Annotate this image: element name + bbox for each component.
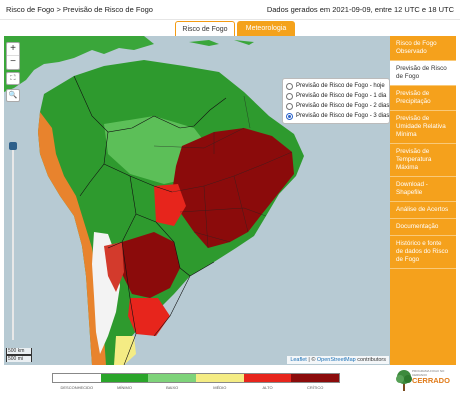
caribbean-islands	[189, 40, 254, 46]
logo-tagline: PROGRAMA FOGO NO CERRADO	[412, 369, 445, 377]
radio-button[interactable]	[286, 92, 293, 100]
search-icon[interactable]: 🔍	[6, 89, 20, 102]
central-america-land	[4, 36, 154, 92]
medium-risk-area	[114, 336, 136, 365]
legend-label: MÉDIO	[213, 385, 227, 390]
forecast-option-label: Previsão de Risco de Fogo - 1 dia	[296, 93, 387, 99]
tab-risco-de-fogo[interactable]: Risco de Fogo	[175, 21, 235, 36]
legend-critico: CRÍTICO	[291, 374, 340, 390]
tab-meteorologia[interactable]: Meteorologia	[237, 21, 295, 36]
opacity-slider[interactable]	[12, 150, 14, 340]
sidebar-item-previsao-risco[interactable]: Previsão de Risco de Fogo	[390, 61, 456, 86]
high-risk-area-southwest	[104, 242, 124, 292]
critical-zone-west	[122, 232, 180, 298]
fire-risk-map[interactable]: Previsão de Risco de Fogo - hoje Previsã…	[4, 36, 390, 365]
sidebar-item-precipitacao[interactable]: Previsão de Precipitação	[390, 86, 456, 111]
legend-label: BAIXO	[166, 385, 179, 390]
tree-icon	[396, 370, 412, 391]
country-borders	[73, 75, 227, 365]
sidebar-item-temperatura[interactable]: Previsão de Temperatura Máxima	[390, 144, 456, 177]
high-risk-area-south	[128, 298, 170, 336]
map-attribution: Leaflet | © OpenStreetMap contributors	[287, 356, 389, 364]
top-bar: Risco de Fogo > Previsão de Risco de Fog…	[0, 0, 460, 20]
legend-minimo: MÍNIMO	[100, 374, 149, 390]
sidebar-item-download[interactable]: Download - Shapefile	[390, 177, 456, 202]
legend-alto: ALTO	[243, 374, 292, 390]
high-risk-area	[154, 184, 186, 226]
andes-band	[38, 112, 106, 365]
legend-label: MÍNIMO	[117, 385, 132, 390]
critical-zone	[172, 128, 294, 248]
opacity-slider-handle[interactable]	[9, 142, 17, 150]
state-borders	[153, 95, 293, 249]
forecast-selector: Previsão de Risco de Fogo - hoje Previsã…	[282, 78, 390, 124]
legend-medio: MÉDIO	[196, 374, 244, 390]
forecast-option-hoje[interactable]: Previsão de Risco de Fogo - hoje	[286, 81, 386, 91]
legend-baixo: BAIXO	[148, 374, 197, 390]
sidebar-item-historico[interactable]: Histórico e fonte de dados do Risco de F…	[390, 236, 456, 269]
cerrado-logo: PROGRAMA FOGO NO CERRADO CERRADO	[396, 364, 456, 396]
sidebar-item-risco-observado[interactable]: Risco de Fogo Observado	[390, 36, 456, 61]
radio-button-selected[interactable]	[286, 112, 293, 120]
radio-button[interactable]	[286, 102, 293, 110]
sidebar-item-documentacao[interactable]: Documentação	[390, 219, 456, 236]
attribution-separator: | ©	[306, 357, 317, 363]
leaflet-link[interactable]: Leaflet	[290, 357, 307, 363]
sidebar-item-umidade[interactable]: Previsão de Umidade Relativa Mínima	[390, 111, 456, 144]
sidebar-item-acertos[interactable]: Análise de Acertos	[390, 202, 456, 219]
legend-desconhecido: DESCONHECIDO	[53, 374, 101, 390]
map-canvas	[4, 36, 304, 365]
radio-button[interactable]	[286, 82, 293, 90]
forecast-option-2-dias[interactable]: Previsão de Risco de Fogo - 2 dias	[286, 101, 390, 111]
logo-name: CERRADO	[412, 376, 450, 385]
attribution-suffix: contributors	[355, 357, 386, 363]
forecast-option-label: Previsão de Risco de Fogo - 3 dias	[296, 113, 390, 119]
map-scale: 500 km 500 mi	[6, 348, 32, 362]
osm-link[interactable]: OpenStreetMap	[316, 357, 356, 363]
legend-label: CRÍTICO	[306, 385, 324, 390]
scale-mi: 500 mi	[6, 355, 32, 362]
fullscreen-icon[interactable]: ⛶	[6, 72, 20, 85]
forecast-option-label: Previsão de Risco de Fogo - hoje	[296, 83, 385, 89]
tab-bar: Risco de Fogo Meteorologia	[0, 20, 460, 36]
forecast-option-1-dia[interactable]: Previsão de Risco de Fogo - 1 dia	[286, 91, 386, 101]
zoom-out-button[interactable]: −	[10, 56, 16, 67]
risk-legend: DESCONHECIDO MÍNIMO BAIXO MÉDIO ALTO CRÍ…	[52, 373, 340, 390]
sidebar-menu: Risco de Fogo Observado Previsão de Risc…	[390, 36, 456, 365]
forecast-option-3-dias[interactable]: Previsão de Risco de Fogo - 3 dias	[286, 111, 390, 121]
legend-label: DESCONHECIDO	[60, 385, 94, 390]
scale-km: 500 km	[6, 348, 32, 355]
data-generated-info: Dados gerados em 2021-09-09, entre 12 UT…	[266, 5, 454, 14]
legend-label: ALTO	[262, 385, 273, 390]
forecast-option-label: Previsão de Risco de Fogo - 2 dias	[296, 103, 390, 109]
breadcrumb[interactable]: Risco de Fogo > Previsão de Risco de Fog…	[6, 5, 153, 14]
zoom-in-button[interactable]: +	[7, 43, 19, 56]
zoom-control: + −	[6, 42, 20, 70]
